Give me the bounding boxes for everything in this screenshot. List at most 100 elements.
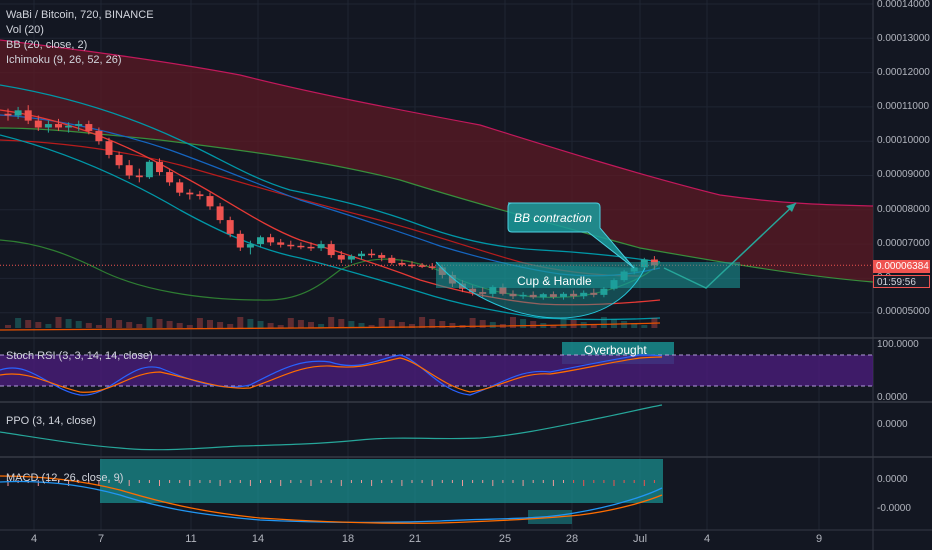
macd-signal-line [0,475,663,524]
candle-body [206,196,214,207]
candle-body [347,256,355,260]
candle-body [358,253,365,257]
volume-bar [55,317,62,328]
time-tick: 21 [408,533,422,545]
stoch-tick: 100.0000 [877,339,919,350]
volume-bar [419,317,426,328]
volume-bar [449,323,456,328]
candle-body [44,124,52,128]
indicator-panes [0,354,873,524]
countdown-tag: 01:59:56 [873,275,930,288]
pane-separators[interactable] [0,337,932,458]
bollinger-basis [0,109,661,306]
volume-bar [368,325,375,328]
price-tick: 0.00008000 [877,204,930,215]
volume-bar [631,323,638,328]
candle-body [24,110,32,121]
candle-body [479,292,487,294]
candle-body [287,244,295,247]
volume-bar [85,323,92,328]
bollinger-legend: BB (20, close, 2) [6,39,88,51]
ppo-tick: 0.0000 [877,419,908,430]
price-tick: 0.00014000 [877,0,930,10]
candle-body [75,124,83,126]
price-tick: 0.00009000 [877,169,930,180]
volume-bar [126,322,133,328]
volume-bar [277,325,284,328]
volume-bar [196,318,203,328]
volume-bar [45,324,52,328]
macd-tick: -0.0000 [877,503,911,514]
candle-body [4,113,12,116]
candle-body [236,233,244,248]
volume-bar [600,317,607,328]
candle-body [196,194,204,197]
volume-legend: Vol (20) [6,24,44,36]
price-tick: 0.00010000 [877,135,930,146]
time-tick: 11 [185,533,197,545]
candle-body [368,253,376,256]
time-tick: 25 [498,533,512,545]
volume-bar [186,325,193,328]
candle-body [216,206,224,221]
time-tick: 9 [815,533,823,545]
bb-contraction-bubble [507,202,635,269]
candle-body [600,288,608,295]
time-tick: 28 [565,533,579,545]
price-tick: 0.00011000 [877,101,930,112]
stoch-d-line [0,356,663,393]
candle-body [115,154,123,166]
macd-label: MACD (12, 26, close, 9) [6,472,124,484]
cup-shape [435,261,646,319]
volume-bar [510,317,516,328]
volume-bar [217,322,224,328]
time-tick: 18 [341,533,355,545]
volume-bar [25,320,32,328]
volume-bar [550,325,557,328]
volume-bar [590,324,597,328]
macd-tick: 0.0000 [877,474,908,485]
candle-body [549,294,557,297]
volume-bar [207,320,213,328]
volume-bar [358,323,365,328]
volume-bar [227,324,234,328]
time-tick: 14 [251,533,265,545]
stoch-k-line [0,354,663,396]
candle-body [267,237,275,243]
candle-body [539,294,547,298]
candle-body [34,120,42,128]
volume-bar [489,322,496,328]
time-tick: 7 [97,533,105,545]
candle-body [570,293,578,297]
volume-bar [479,320,486,328]
price-tick: 0.00005000 [877,306,930,317]
candle-body [297,245,305,248]
cup-handle-label[interactable]: Cup & Handle [517,274,592,288]
projection-arrowhead [786,203,796,212]
volume-bar [287,318,294,328]
overbought-label[interactable]: Overbought [584,343,647,357]
symbol-legend: WaBi / Bitcoin, 720, BINANCE Vol (20) BB… [6,8,154,68]
volume-bar [348,321,355,328]
candle-body [186,192,194,195]
candle-body [277,242,285,245]
volume-bar [136,324,143,328]
volume-ma [0,322,661,331]
price-tick: 0.00012000 [877,67,930,78]
bb-contraction-callout[interactable]: BB contraction [514,211,593,225]
candle-body [317,244,325,249]
volume-bar [570,320,577,328]
stoch-tick: 0.0000 [877,392,908,403]
volume-bar [328,317,335,328]
price-tick: 0.00007000 [877,238,930,249]
candle-body [55,124,62,128]
candle-body [166,172,174,183]
volume-bar [146,317,153,328]
volume-bar [176,323,183,328]
volume-bars [0,317,661,331]
symbol-title: WaBi / Bitcoin, 720, BINANCE [6,9,154,21]
time-tick: Jul [632,533,648,545]
candle-body [176,182,184,193]
projection-arrow [663,202,797,289]
